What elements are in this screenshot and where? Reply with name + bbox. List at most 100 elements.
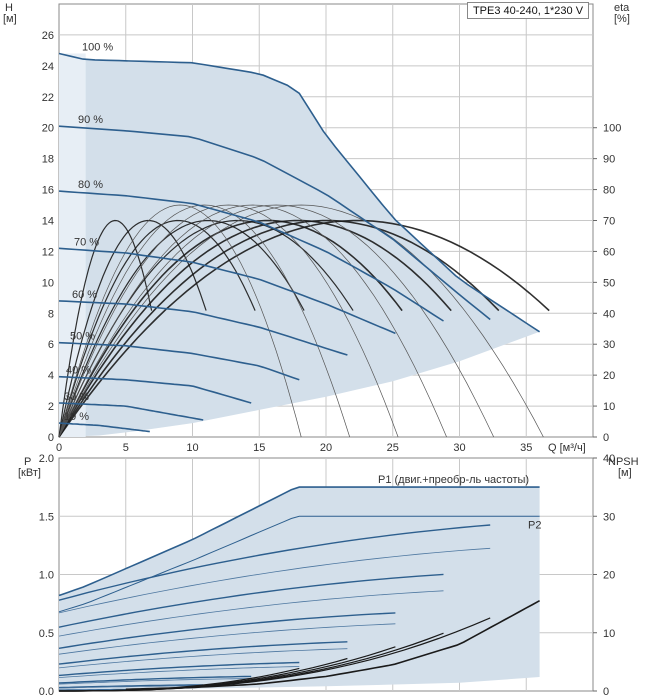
y-tick-label: 16	[42, 185, 54, 197]
y2-tick-label: 30	[603, 339, 615, 351]
speed-curve-label: 30 %	[64, 391, 89, 403]
speed-curve-label: 100 %	[82, 41, 113, 53]
power-curve	[58, 573, 444, 628]
y2-axis-label: eta	[614, 2, 630, 14]
y2-tick-label: 0	[603, 432, 609, 444]
y-axis-unit: [м]	[3, 13, 17, 25]
eta-curve	[58, 219, 305, 438]
x-axis-label: Q [м³/ч]	[548, 442, 586, 454]
bottom-y-tick-label: 2.0	[39, 453, 54, 465]
p2-label: P2	[528, 519, 541, 531]
power-curve-p2	[58, 685, 204, 689]
power-curve	[58, 612, 396, 649]
speed-curve-label: 19 %	[64, 411, 89, 423]
x-tick-label: 10	[186, 442, 198, 454]
p2-curve	[58, 515, 540, 613]
y-tick-label: 14	[42, 216, 54, 228]
y2-tick-label: 100	[603, 123, 621, 135]
y-tick-label: 6	[48, 339, 54, 351]
y2-tick-label: 60	[603, 246, 615, 258]
speed-curve-label: 80 %	[78, 179, 103, 191]
y-tick-label: 4	[48, 370, 54, 382]
eta-curve-thin	[58, 204, 544, 438]
y-tick-label: 24	[42, 61, 54, 73]
bottom-y2-tick-label: 0	[603, 686, 609, 698]
bottom-y2-axis-unit: [м]	[618, 467, 632, 479]
bottom-y2-axis-label: NPSH	[608, 456, 639, 468]
bottom-y-tick-label: 0.5	[39, 628, 54, 640]
power-curve	[58, 675, 252, 684]
x-tick-label: 15	[253, 442, 265, 454]
eta-curve	[58, 219, 207, 438]
power-curve	[58, 661, 300, 677]
speed-curve	[58, 300, 348, 356]
x-tick-label: 0	[56, 442, 62, 454]
y2-tick-label: 70	[603, 216, 615, 228]
eta-curve	[58, 219, 153, 438]
power-curve	[58, 641, 348, 665]
y-tick-label: 20	[42, 123, 54, 135]
y2-tick-label: 10	[603, 401, 615, 413]
speed-curve-label: 40 %	[66, 365, 91, 377]
x-tick-label: 25	[387, 442, 399, 454]
eta-curve-thin	[58, 204, 495, 438]
y2-tick-label: 20	[603, 370, 615, 382]
bottom-y-tick-label: 1.5	[39, 511, 54, 523]
x-tick-label: 5	[123, 442, 129, 454]
speed-curve	[58, 247, 396, 335]
y-tick-label: 22	[42, 92, 54, 104]
eta-curve	[58, 219, 500, 438]
power-curve-p2	[58, 590, 444, 637]
speed-curve	[58, 190, 444, 322]
bottom-y2-tick-label: 20	[603, 570, 615, 582]
p1-label: P1 (двиг.+преобр-ль частоты)	[378, 474, 529, 486]
y2-tick-label: 90	[603, 154, 615, 166]
speed-curve	[58, 402, 204, 421]
speed-curve-label: 60 %	[72, 289, 97, 301]
speed-curve-label: 70 %	[74, 236, 99, 248]
bottom-y2-tick-label: 30	[603, 511, 615, 523]
speed-curve	[58, 52, 541, 333]
npsh-curve-speed	[59, 667, 300, 692]
speed-curve-label: 90 %	[78, 114, 103, 126]
eta-curve-thin	[58, 204, 302, 438]
speed-curve-label: 50 %	[70, 331, 95, 343]
eta-curve-thin	[58, 204, 447, 438]
x-tick-label: 20	[320, 442, 332, 454]
speed-curve	[58, 422, 150, 433]
y-tick-label: 8	[48, 308, 54, 320]
pump-model-label: TPE3 40-240, 1*230 V	[467, 2, 589, 19]
y2-axis-unit: [%]	[614, 13, 630, 25]
y-tick-label: 10	[42, 277, 54, 289]
y-tick-label: 12	[42, 246, 54, 258]
y2-tick-label: 40	[603, 308, 615, 320]
power-curve-p2	[58, 547, 491, 614]
y-tick-label: 2	[48, 401, 54, 413]
bottom-y-axis-label: P	[24, 456, 31, 468]
power-curve-p2	[58, 678, 252, 685]
bottom-y-axis-unit: [кВт]	[18, 467, 41, 479]
y-tick-label: 18	[42, 154, 54, 166]
bottom-y-tick-label: 1.0	[39, 570, 54, 582]
speed-curve	[58, 125, 491, 321]
y-tick-label: 26	[42, 30, 54, 42]
speed-curve	[58, 375, 252, 404]
power-curve	[58, 524, 491, 601]
y2-tick-label: 50	[603, 277, 615, 289]
eta-curve-thin	[58, 204, 351, 438]
power-curve	[58, 684, 204, 689]
x-tick-label: 35	[520, 442, 532, 454]
y-tick-label: 0	[48, 432, 54, 444]
bottom-y2-tick-label: 40	[603, 453, 615, 465]
power-curve-p2	[58, 666, 300, 678]
eta-curve-thin	[58, 204, 399, 438]
p1-curve	[58, 486, 540, 597]
power-curve-p2	[58, 648, 348, 669]
power-curve-p2	[58, 623, 396, 655]
min-flow-zone	[59, 53, 86, 437]
eta-curve	[58, 219, 256, 438]
eta-curve	[58, 219, 452, 438]
bottom-y-tick-label: 0.0	[39, 686, 54, 698]
speed-curve	[58, 341, 300, 381]
